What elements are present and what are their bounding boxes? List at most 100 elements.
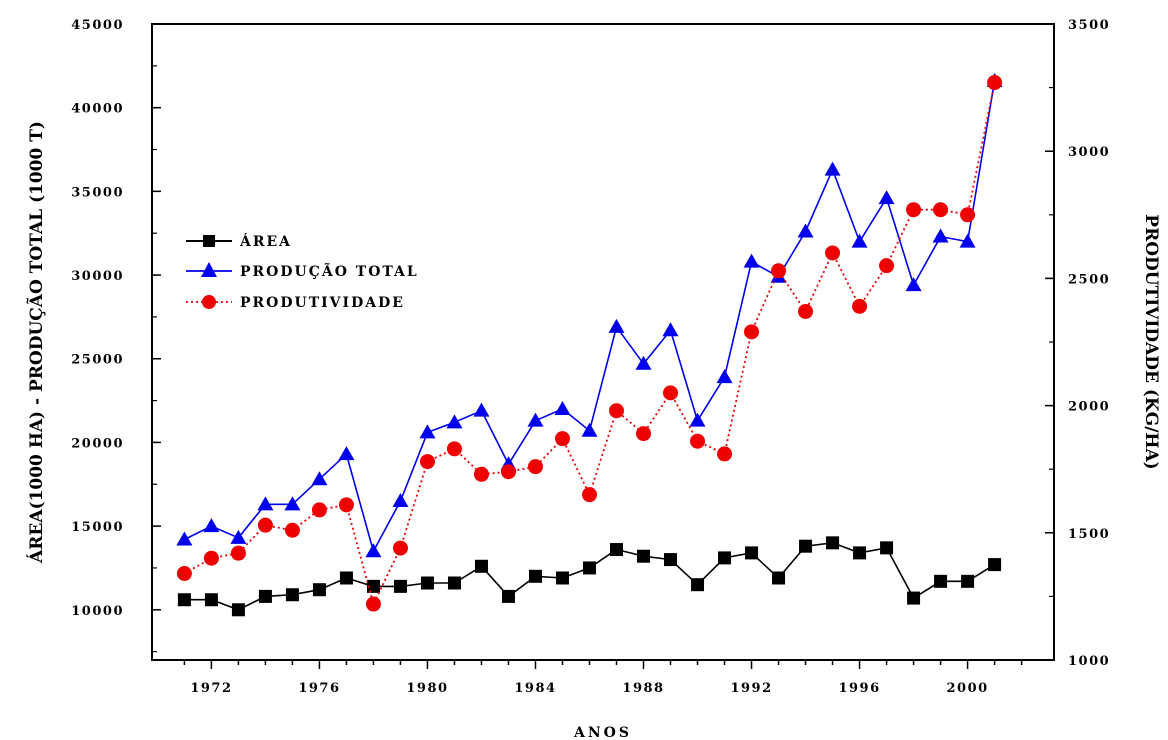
data-point-produtividade [906,202,922,218]
data-point-produtividade [284,522,300,538]
legend-item-area: ÁREA [186,232,292,250]
data-point-producao [527,412,544,427]
data-point-area [799,539,813,553]
data-point-producao [959,233,976,248]
data-point-produtividade [419,454,435,470]
legend: ÁREA PRODUÇÃO TOTAL PRODUTIVIDADE [186,232,419,311]
data-point-area [231,603,245,617]
data-point-area [988,558,1002,572]
data-point-produtividade [473,466,489,482]
y-right-tick-label: 1500 [1068,527,1110,542]
data-point-area [474,559,488,573]
data-point-produtividade [311,502,327,518]
data-point-produtividade [500,464,516,480]
data-point-producao [932,228,949,243]
x-axis: 1972 1976 1980 1984 1988 1992 1996 2000 [183,660,1023,696]
data-point-produtividade [771,263,787,279]
data-point-produtividade [581,487,597,503]
legend-label-produtividade: PRODUTIVIDADE [240,295,405,311]
data-point-area [366,579,380,593]
data-point-area [880,541,894,555]
data-point-producao [392,493,409,507]
y-axis-right: 1000 1500 2000 2500 3000 3500 [1045,18,1110,669]
data-point-area [961,574,975,588]
data-point-producao [581,422,598,437]
data-point-producao [743,253,760,268]
data-point-producao [176,531,193,546]
y-left-tick-label: 15000 [71,520,124,535]
data-point-producao [824,161,841,176]
data-point-area [853,546,867,560]
data-point-area [447,576,461,590]
data-point-producao [338,446,355,461]
y-axis-left: 10000 15000 20000 25000 30000 35000 40000 45000 [71,18,161,653]
data-point-produtividade [554,431,570,447]
data-point-area [582,561,596,575]
data-point-produtividade [933,202,949,218]
data-point-area [528,569,542,583]
data-point-area [745,546,759,560]
data-point-producao [635,355,652,370]
series-line-1 [184,80,996,554]
data-point-producao [230,529,247,544]
data-point-produtividade [203,550,219,566]
data-point-produtividade [852,298,868,314]
data-point-producao [284,496,301,511]
x-tick-label: 1984 [514,681,556,696]
x-tick-label: 1988 [622,681,664,696]
data-point-producao [689,412,706,427]
y-left-tick-label: 45000 [71,18,124,33]
legend-label-producao: PRODUÇÃO TOTAL [240,261,419,280]
x-tick-label: 1992 [730,681,772,696]
data-point-producao [905,277,922,292]
y-left-tick-label: 35000 [71,185,124,200]
x-axis-title: ANOS [573,725,632,740]
data-point-produtividade [798,303,814,319]
y-right-tick-label: 3500 [1068,18,1110,33]
data-point-produtividade [879,258,895,274]
data-point-produtividade [690,433,706,449]
data-point-produtividade [176,566,192,582]
data-point-producao [257,496,274,511]
data-point-area [420,576,434,590]
data-point-produtividade [960,207,976,223]
data-point-producao [419,424,436,439]
y-axis-right-title: PRODUTIVIDADE (KG/HA) [1141,214,1161,469]
data-point-producao [365,543,382,558]
data-point-area [610,543,624,557]
data-point-produtividade [987,75,1003,91]
data-point-produtividade [825,245,841,261]
data-point-area [934,574,948,588]
data-point-producao [446,414,463,429]
data-point-producao [851,233,868,248]
data-point-area [339,571,353,585]
data-point-area [637,549,651,563]
y-left-tick-label: 20000 [71,436,124,451]
x-tick-label: 1996 [838,681,880,696]
legend-item-produtividade: PRODUTIVIDADE [186,295,405,311]
data-point-area [772,571,786,585]
data-point-producao [311,471,328,486]
data-point-area [826,536,840,550]
y-right-tick-label: 2000 [1068,400,1110,415]
data-point-area [258,589,272,603]
y-right-tick-label: 1000 [1068,654,1110,669]
series-line-2 [183,82,996,607]
data-point-area [501,589,515,603]
data-point-producao [662,322,679,337]
data-point-area [664,553,678,567]
legend-item-producao: PRODUÇÃO TOTAL [186,261,419,280]
x-tick-label: 1976 [298,681,340,696]
x-tick-label: 2000 [946,681,988,696]
data-point-produtividade [257,517,273,533]
data-point-area [285,588,299,602]
data-point-area [691,578,705,592]
data-point-area [177,593,191,607]
data-point-produtividade [446,441,462,457]
circle-marker-icon [202,295,216,309]
series-line-0 [184,541,996,611]
data-point-area [393,579,407,593]
y-right-tick-label: 3000 [1068,145,1110,160]
legend-label-area: ÁREA [239,232,292,250]
data-point-produtividade [609,403,625,419]
